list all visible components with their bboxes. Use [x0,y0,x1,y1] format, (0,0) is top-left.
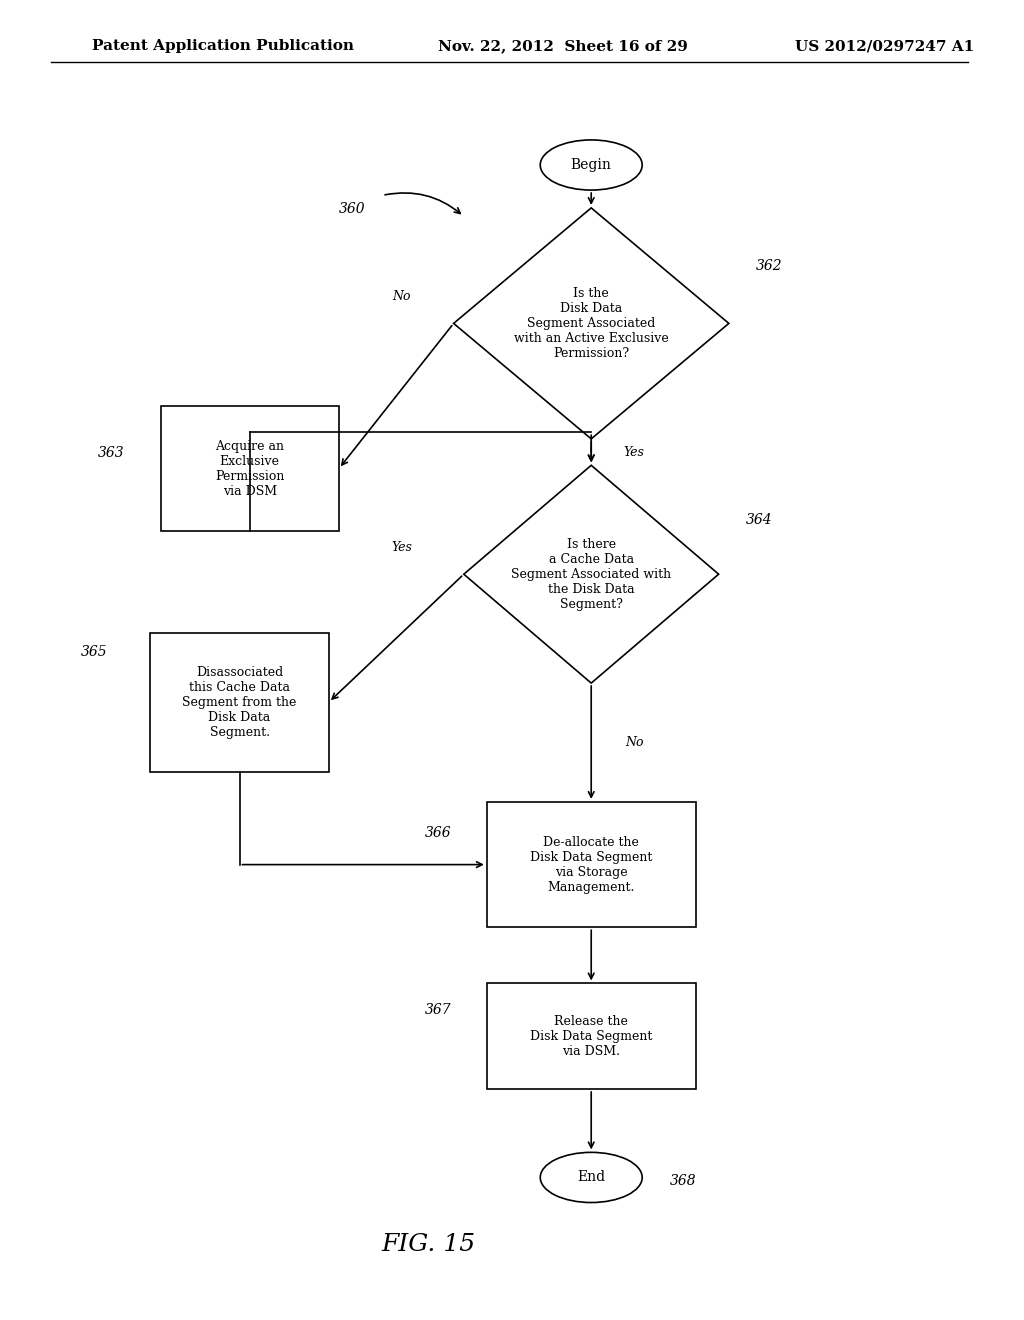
Text: Yes: Yes [391,541,412,554]
Text: Disassociated
this Cache Data
Segment from the
Disk Data
Segment.: Disassociated this Cache Data Segment fr… [182,665,297,739]
Text: Acquire an
Exclusive
Permission
via DSM: Acquire an Exclusive Permission via DSM [215,440,285,498]
Text: Is the
Disk Data
Segment Associated
with an Active Exclusive
Permission?: Is the Disk Data Segment Associated with… [514,286,669,360]
Text: No: No [392,290,411,304]
Text: Yes: Yes [624,446,644,458]
Text: 368: 368 [670,1175,696,1188]
Text: De-allocate the
Disk Data Segment
via Storage
Management.: De-allocate the Disk Data Segment via St… [530,836,652,894]
Text: FIG. 15: FIG. 15 [381,1233,475,1257]
Text: 364: 364 [746,512,773,527]
Text: 365: 365 [81,645,108,659]
Text: US 2012/0297247 A1: US 2012/0297247 A1 [795,40,975,53]
Text: Patent Application Publication: Patent Application Publication [92,40,353,53]
Text: Begin: Begin [570,158,611,172]
Text: 362: 362 [757,259,783,273]
Text: Nov. 22, 2012  Sheet 16 of 29: Nov. 22, 2012 Sheet 16 of 29 [438,40,688,53]
Text: 360: 360 [338,202,365,215]
Text: End: End [578,1171,605,1184]
Text: Is there
a Cache Data
Segment Associated with
the Disk Data
Segment?: Is there a Cache Data Segment Associated… [511,537,672,611]
Text: Release the
Disk Data Segment
via DSM.: Release the Disk Data Segment via DSM. [530,1015,652,1057]
Text: 367: 367 [425,1003,452,1016]
Text: 363: 363 [98,446,125,459]
Text: No: No [625,737,643,748]
Text: 366: 366 [425,826,452,841]
